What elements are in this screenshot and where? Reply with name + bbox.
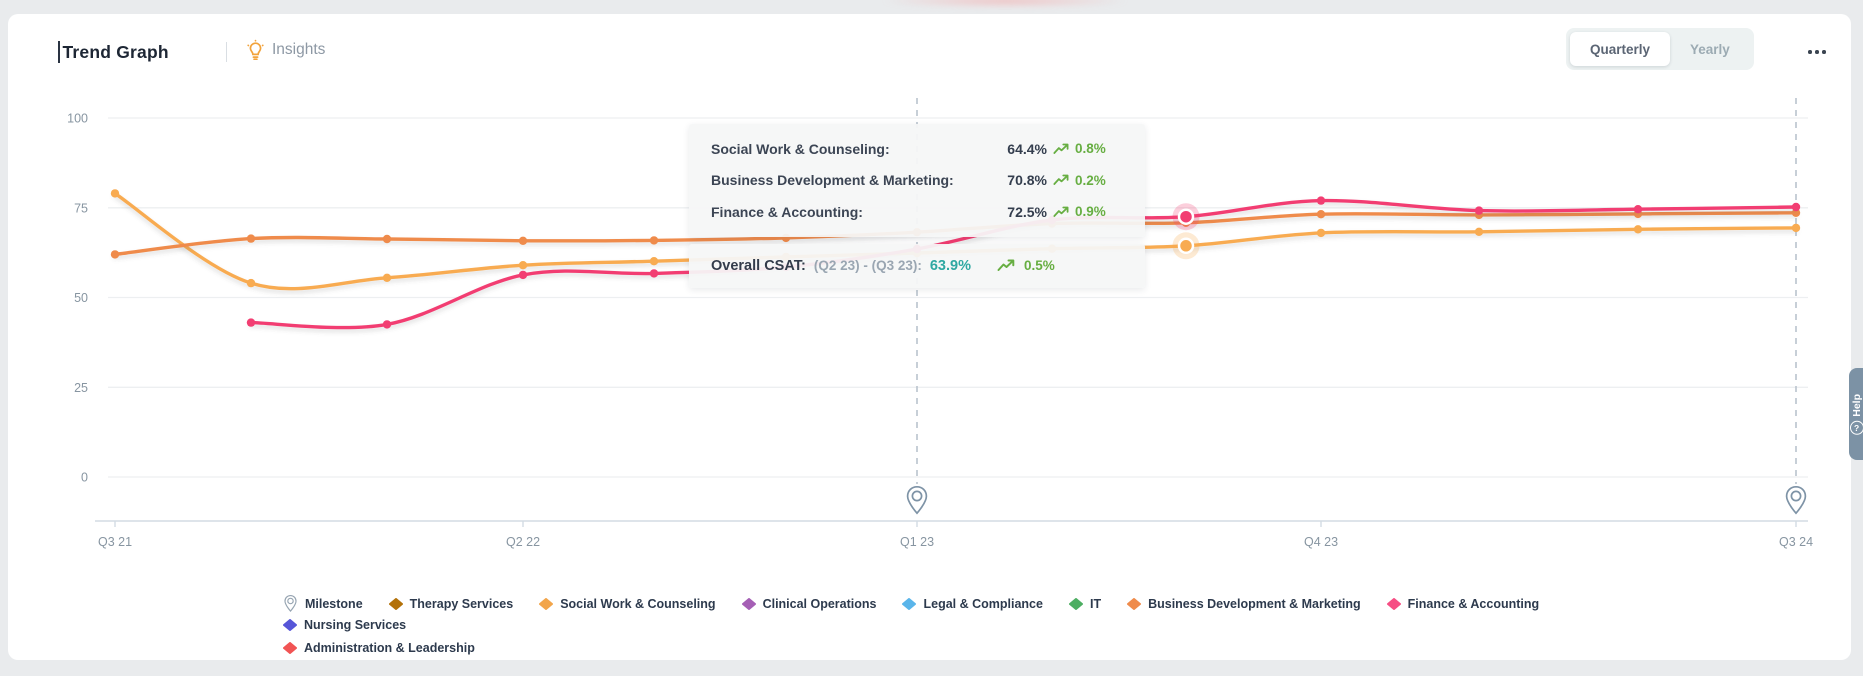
legend-label: Administration & Leadership xyxy=(304,640,475,655)
data-point[interactable] xyxy=(912,228,922,237)
data-point[interactable] xyxy=(246,234,256,243)
data-point[interactable] xyxy=(518,261,528,270)
legend-label: Nursing Services xyxy=(304,617,407,632)
data-point[interactable] xyxy=(110,250,120,259)
question-icon: ? xyxy=(1850,420,1863,435)
series-diamond-icon xyxy=(1068,597,1083,610)
data-point[interactable] xyxy=(382,273,392,282)
y-axis-tick-label: 25 xyxy=(74,381,88,395)
toggle-quarterly[interactable]: Quarterly xyxy=(1570,32,1671,66)
y-axis-tick-label: 100 xyxy=(67,112,88,126)
data-point[interactable] xyxy=(1791,223,1801,233)
legend-item-nursing-services[interactable]: Nursing Services xyxy=(283,615,406,634)
chart-legend: Milestone Therapy Services Social Work & C… xyxy=(283,594,1628,657)
trend-chart[interactable]: 0 25 50 75 100 Q3 21 Q2 22 Q1 23 Q4 23 Q3 24 xyxy=(8,14,1851,660)
series-diamond-icon xyxy=(539,597,554,610)
page-title: Trend Graph xyxy=(58,41,169,63)
series-diamond-icon xyxy=(902,597,917,610)
legend-label: IT xyxy=(1089,596,1102,611)
x-axis-tick-label: Q4 23 xyxy=(1304,535,1338,549)
x-axis-tick-label: Q2 22 xyxy=(506,535,540,549)
x-axis-tick-label: Q1 23 xyxy=(900,535,934,549)
data-point[interactable] xyxy=(912,244,922,254)
legend-label: Clinical Operations xyxy=(762,596,877,611)
period-toggle: Quarterly Yearly xyxy=(1566,28,1754,70)
y-axis-tick-label: 75 xyxy=(74,201,88,215)
legend-item-finance-accounting[interactable]: Finance & Accounting xyxy=(1386,594,1540,613)
x-axis-tick-label: Q3 24 xyxy=(1779,535,1813,549)
data-point[interactable] xyxy=(1316,228,1326,238)
data-point[interactable] xyxy=(1791,202,1801,212)
background-glow xyxy=(880,0,1130,8)
legend-item-therapy-services[interactable]: Therapy Services xyxy=(388,594,514,613)
data-point[interactable] xyxy=(382,320,392,329)
legend-label: Therapy Services xyxy=(409,596,514,611)
series-diamond-icon xyxy=(283,641,297,654)
hover-point[interactable] xyxy=(1177,208,1195,225)
toggle-yearly[interactable]: Yearly xyxy=(1690,41,1730,57)
series-diamond-icon xyxy=(283,618,297,631)
data-point[interactable] xyxy=(1474,227,1484,236)
data-point[interactable] xyxy=(246,278,256,288)
legend-item-administration-leadership[interactable]: Administration & Leadership xyxy=(283,638,475,657)
data-point[interactable] xyxy=(781,262,791,272)
legend-item-milestone[interactable]: Milestone xyxy=(283,594,363,613)
data-point[interactable] xyxy=(518,236,528,245)
insights-button[interactable]: Insights xyxy=(246,39,325,60)
legend-item-clinical-operations[interactable]: Clinical Operations xyxy=(741,594,877,613)
more-options-icon[interactable] xyxy=(1806,44,1828,60)
series-diamond-icon xyxy=(388,597,403,610)
milestone-pin-icon xyxy=(284,595,297,612)
series-diamond-icon xyxy=(741,597,756,610)
data-point[interactable] xyxy=(382,234,392,244)
data-point[interactable] xyxy=(1791,208,1801,217)
legend-item-it[interactable]: IT xyxy=(1068,594,1102,613)
legend-label: Legal & Compliance xyxy=(923,596,1043,611)
legend-item-legal-compliance[interactable]: Legal & Compliance xyxy=(902,594,1043,613)
data-point[interactable] xyxy=(649,257,659,266)
legend-label: Finance & Accounting xyxy=(1407,596,1540,611)
y-axis-tick-label: 0 xyxy=(81,471,88,485)
data-point[interactable] xyxy=(1633,225,1643,234)
milestone-pin[interactable] xyxy=(1785,485,1807,515)
data-point[interactable] xyxy=(110,189,120,198)
data-point[interactable] xyxy=(1047,215,1057,225)
help-label: Help xyxy=(1851,393,1863,417)
data-point[interactable] xyxy=(781,233,791,243)
y-axis-tick-label: 50 xyxy=(74,291,88,305)
help-tab[interactable]: ? Help xyxy=(1849,368,1863,460)
trend-graph-card: Trend Graph Insights Quarterly Yearly 0 25… xyxy=(8,14,1851,660)
series-line-finance-accounting[interactable] xyxy=(249,198,1798,330)
insights-label: Insights xyxy=(272,40,326,58)
data-point[interactable] xyxy=(246,318,256,327)
data-point[interactable] xyxy=(518,270,528,280)
data-point[interactable] xyxy=(1047,244,1057,253)
legend-label: Milestone xyxy=(305,596,363,611)
series-diamond-icon xyxy=(1127,597,1142,610)
legend-item-business-development-marketing[interactable]: Business Development & Marketing xyxy=(1127,594,1361,613)
series-diamond-icon xyxy=(1386,597,1401,610)
legend-label: Business Development & Marketing xyxy=(1148,596,1361,611)
series-line-business-development-marketing[interactable] xyxy=(113,211,1798,257)
data-point[interactable] xyxy=(1633,205,1643,214)
header-divider xyxy=(226,42,227,62)
data-point[interactable] xyxy=(649,236,659,245)
lightbulb-icon xyxy=(247,39,264,60)
data-point[interactable] xyxy=(1474,206,1484,215)
milestone-pin[interactable] xyxy=(906,485,928,515)
data-point[interactable] xyxy=(649,269,659,278)
legend-label: Social Work & Counseling xyxy=(560,596,716,611)
data-point[interactable] xyxy=(1316,210,1326,219)
x-axis-tick-label: Q3 21 xyxy=(98,535,132,549)
text-caret xyxy=(58,41,60,63)
page-title-text: Trend Graph xyxy=(62,41,169,62)
hover-point[interactable] xyxy=(1177,237,1195,255)
data-point[interactable] xyxy=(781,252,791,262)
legend-item-social-work-counseling[interactable]: Social Work & Counseling xyxy=(539,594,716,613)
data-point[interactable] xyxy=(1316,196,1326,205)
